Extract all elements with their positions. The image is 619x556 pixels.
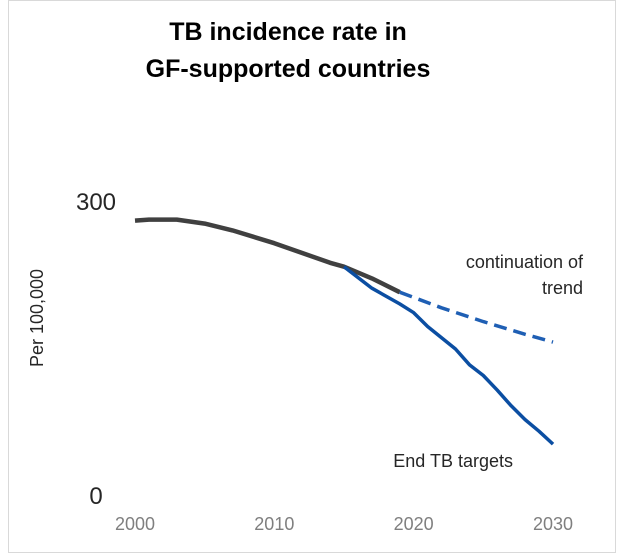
y-tick-label: 300 xyxy=(76,189,116,216)
chart-title: TB incidence rate in xyxy=(169,18,407,46)
chart-frame xyxy=(8,0,616,553)
x-tick-labels: 2000 2010 2020 2030 xyxy=(115,514,573,534)
x-tick-label: 2010 xyxy=(254,514,294,534)
series-line-targets xyxy=(342,265,555,446)
annotation-continuation-line2: trend xyxy=(542,278,583,298)
x-tick-label: 2020 xyxy=(394,514,434,534)
annotation-continuation-line1: continuation of xyxy=(466,252,584,272)
annotation-end-tb-targets: End TB targets xyxy=(393,451,513,471)
series-line-continuation xyxy=(399,290,554,344)
x-tick-label: 2030 xyxy=(533,514,573,534)
x-tick-label: 2000 xyxy=(115,514,155,534)
y-tick-labels: 300 0 xyxy=(76,189,116,510)
y-tick-label: 0 xyxy=(89,483,102,510)
series-line-historical xyxy=(134,217,401,295)
series-lines xyxy=(134,217,555,446)
y-axis-label: Per 100,000 xyxy=(27,269,47,367)
chart-subtitle: GF-supported countries xyxy=(146,55,431,83)
